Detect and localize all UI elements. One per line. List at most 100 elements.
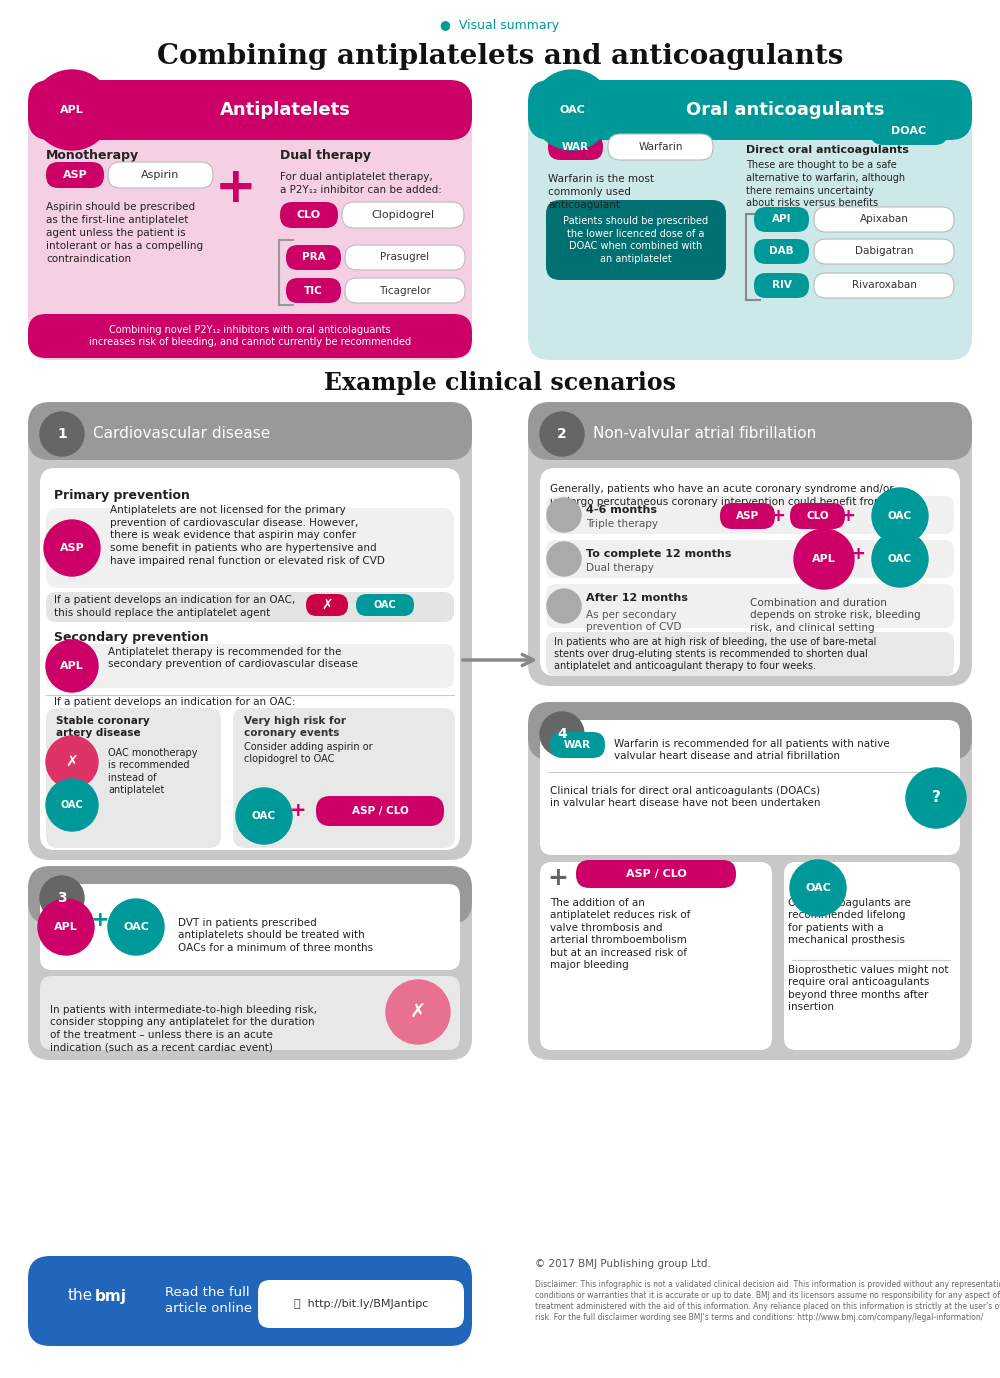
Text: APL: APL [60,105,84,114]
FancyBboxPatch shape [546,633,954,677]
Text: TIC: TIC [304,285,323,295]
Text: Combining novel P2Y₁₂ inhibitors with oral anticolaguants
increases risk of blee: Combining novel P2Y₁₂ inhibitors with or… [89,325,411,347]
Text: +: + [770,507,786,525]
Text: 2: 2 [557,427,567,441]
Text: Monotherapy: Monotherapy [46,149,139,161]
Text: Aspirin should be prescribed
as the first-line antiplatelet
agent unless the pat: Aspirin should be prescribed as the firs… [46,203,203,265]
FancyBboxPatch shape [754,207,809,232]
Text: APL: APL [60,661,84,671]
FancyBboxPatch shape [28,80,472,141]
Circle shape [44,520,100,576]
Text: Direct oral anticoagulants: Direct oral anticoagulants [746,145,909,154]
Text: Warfarin is recommended for all patients with native
valvular heart disease and : Warfarin is recommended for all patients… [614,739,890,761]
Text: ASP / CLO: ASP / CLO [626,870,686,879]
Text: PRA: PRA [302,252,325,262]
Circle shape [38,898,94,955]
FancyBboxPatch shape [540,469,960,677]
FancyBboxPatch shape [720,503,775,529]
Circle shape [790,860,846,916]
Text: ✗: ✗ [66,755,78,769]
FancyBboxPatch shape [540,863,772,1050]
Text: ASP: ASP [736,511,759,521]
FancyBboxPatch shape [528,408,972,686]
Text: ?: ? [932,791,940,806]
FancyBboxPatch shape [306,594,348,616]
Text: 🖥  http://bit.ly/BMJantipc: 🖥 http://bit.ly/BMJantipc [294,1299,428,1309]
Text: +: + [850,546,866,564]
Text: Warfarin is the most
commonly used
anticoagulant: Warfarin is the most commonly used antic… [548,174,654,209]
FancyBboxPatch shape [233,708,455,847]
FancyBboxPatch shape [576,860,736,887]
Circle shape [108,898,164,955]
Text: 4: 4 [557,728,567,741]
Text: Antiplatelets are not licensed for the primary
prevention of cardiovascular dise: Antiplatelets are not licensed for the p… [110,504,385,566]
FancyBboxPatch shape [28,402,472,460]
Text: Apixaban: Apixaban [860,215,908,225]
FancyBboxPatch shape [345,245,465,270]
Text: DOAC: DOAC [891,125,927,136]
Circle shape [40,412,84,456]
Text: WAR: WAR [562,142,589,152]
FancyBboxPatch shape [28,314,472,358]
FancyBboxPatch shape [46,593,454,621]
FancyBboxPatch shape [46,644,454,688]
FancyBboxPatch shape [546,540,954,577]
Text: To complete 12 months: To complete 12 months [586,548,731,559]
Text: OAC: OAC [252,812,276,821]
FancyBboxPatch shape [46,708,221,847]
Text: In patients with intermediate-to-high bleeding risk,
consider stopping any antip: In patients with intermediate-to-high bl… [50,1005,317,1053]
Circle shape [547,497,581,532]
Text: Primary prevention: Primary prevention [54,488,190,502]
Circle shape [547,542,581,576]
Text: bmj: bmj [95,1288,127,1304]
Text: 3: 3 [57,892,67,905]
FancyBboxPatch shape [28,872,472,1060]
Text: If a patient develops an indication for an OAC,
this should replace the antiplat: If a patient develops an indication for … [54,595,295,617]
Circle shape [32,70,112,150]
Text: ASP: ASP [60,543,84,553]
Text: ●  Visual summary: ● Visual summary [440,19,560,33]
FancyBboxPatch shape [550,732,605,758]
Text: Generally, patients who have an acute coronary syndrome and/or
undergo percutane: Generally, patients who have an acute co… [550,484,894,507]
FancyBboxPatch shape [546,496,954,535]
Text: API: API [772,215,791,225]
Text: Clinical trials for direct oral anticoagulants (DOACs)
in valvular heart disease: Clinical trials for direct oral anticoag… [550,785,820,809]
Text: the: the [68,1288,93,1304]
Text: Triple therapy: Triple therapy [586,520,658,529]
FancyBboxPatch shape [784,863,960,1050]
Text: ASP / CLO: ASP / CLO [352,806,408,816]
Text: Example clinical scenarios: Example clinical scenarios [324,371,676,395]
Text: WAR: WAR [564,740,591,750]
FancyBboxPatch shape [754,273,809,298]
FancyBboxPatch shape [814,238,954,265]
FancyBboxPatch shape [548,134,603,160]
Text: +: + [215,164,257,212]
FancyBboxPatch shape [528,701,972,761]
Text: OAC: OAC [374,599,396,610]
FancyBboxPatch shape [814,207,954,232]
Circle shape [236,788,292,843]
Text: Clopidogrel: Clopidogrel [371,209,435,220]
Text: OAC: OAC [888,511,912,521]
Text: 1: 1 [57,427,67,441]
FancyBboxPatch shape [528,402,972,460]
Text: Rivaroxaban: Rivaroxaban [852,281,916,291]
Circle shape [40,876,84,921]
FancyBboxPatch shape [790,503,845,529]
Text: Dabigatran: Dabigatran [855,247,913,256]
Text: APL: APL [54,922,78,932]
Text: Aspirin: Aspirin [141,169,180,181]
Text: For dual antiplatelet therapy,
a P2Y₁₂ inhibitor can be added:: For dual antiplatelet therapy, a P2Y₁₂ i… [280,172,442,196]
Circle shape [540,712,584,757]
Text: Valvular heart disease: Valvular heart disease [593,726,764,741]
Text: Antiplatelet therapy is recommended for the
secondary prevention of cardiovascul: Antiplatelet therapy is recommended for … [108,646,358,670]
FancyBboxPatch shape [46,163,104,187]
Text: Deep vein thrombosis: Deep vein thrombosis [93,890,261,905]
FancyBboxPatch shape [28,88,472,360]
Text: OAC: OAC [805,883,831,893]
Text: ✗: ✗ [321,598,333,612]
FancyBboxPatch shape [814,273,954,298]
FancyBboxPatch shape [528,80,972,141]
Text: Dual therapy: Dual therapy [586,564,654,573]
Text: These are thought to be a safe
alternative to warfarin, although
there remains u: These are thought to be a safe alternati… [746,160,905,208]
